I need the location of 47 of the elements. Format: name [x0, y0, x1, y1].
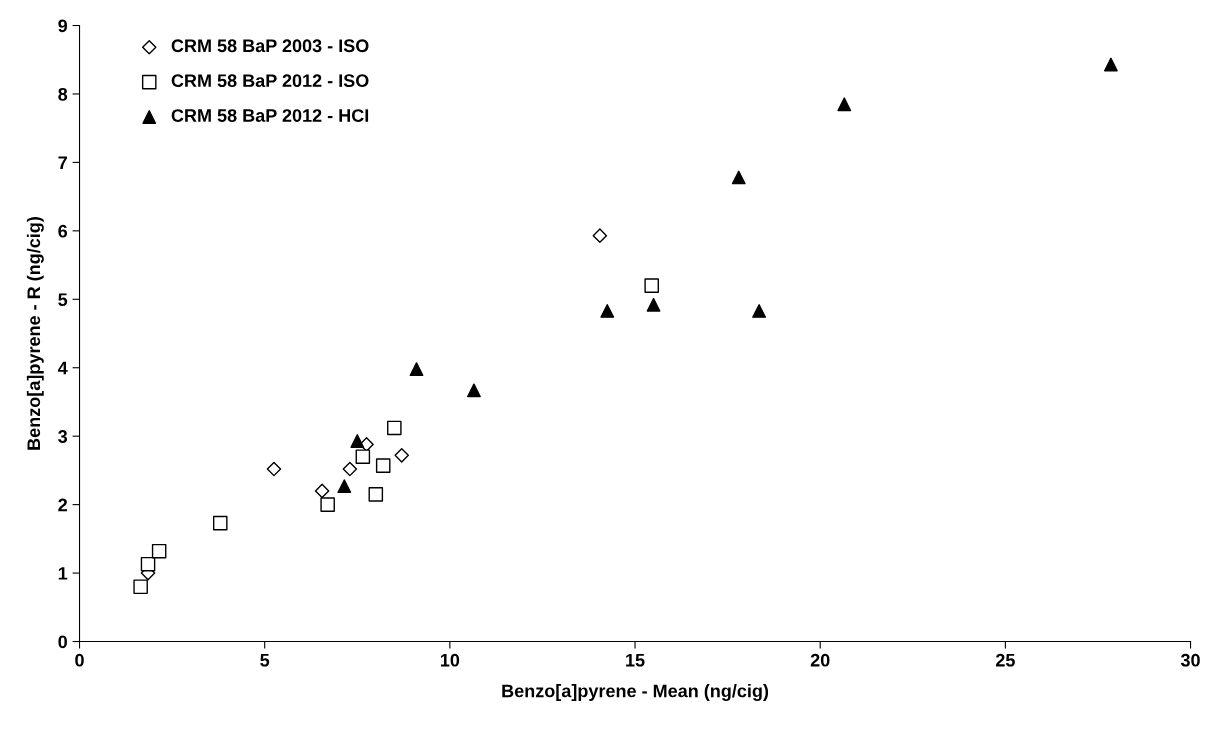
point — [355, 449, 371, 465]
point — [342, 461, 358, 477]
point — [320, 497, 335, 512]
y-axis-title: Benzo[a]pyrene - R (ng/cig) — [26, 217, 44, 450]
point — [133, 579, 148, 595]
y-tick-label: 3 — [58, 430, 68, 443]
point — [368, 487, 384, 502]
point — [644, 278, 659, 293]
x-tick-label: 30 — [1180, 653, 1200, 667]
y-tick-label: 4 — [57, 361, 68, 375]
x-tick-label: 25 — [995, 653, 1015, 667]
legend-label: CRM 58 BaP 2003 - ISO — [171, 39, 369, 53]
point — [212, 515, 228, 531]
y-tick-label: 8 — [58, 87, 68, 101]
y-tick-label: 6 — [58, 224, 68, 238]
x-tick-label: 5 — [260, 653, 270, 667]
y-tick-label: 1 — [58, 567, 68, 580]
x-tick-label: 0 — [75, 653, 84, 667]
point — [1104, 57, 1118, 72]
y-tick-label: 5 — [58, 293, 68, 307]
point — [314, 483, 330, 499]
y-tick-label: 9 — [58, 19, 68, 33]
point — [140, 556, 156, 572]
point — [646, 297, 661, 312]
point — [752, 304, 767, 318]
point — [600, 304, 615, 318]
point — [375, 458, 391, 473]
y-tick-label: 0 — [58, 635, 67, 649]
point — [837, 97, 852, 112]
x-tick-label: 20 — [810, 653, 830, 667]
point — [387, 420, 402, 436]
point — [266, 461, 282, 477]
x-tick-label: 10 — [440, 653, 460, 667]
y-tick-label: 2 — [58, 498, 67, 512]
point — [592, 228, 608, 243]
legend-label: CRM 58 BaP 2012 - ISO — [171, 74, 369, 88]
point — [151, 543, 167, 559]
x-tick-label: 15 — [626, 653, 645, 667]
point — [409, 362, 424, 377]
point — [350, 434, 365, 448]
point — [731, 170, 746, 185]
point — [467, 383, 481, 398]
x-axis-title: Benzo[a]pyrene - Mean (ng/cig) — [502, 684, 769, 701]
point — [394, 448, 410, 463]
point — [337, 479, 352, 494]
y-tick-label: 7 — [58, 156, 67, 169]
legend-label: CRM 58 BaP 2012 - HCI — [171, 109, 369, 122]
